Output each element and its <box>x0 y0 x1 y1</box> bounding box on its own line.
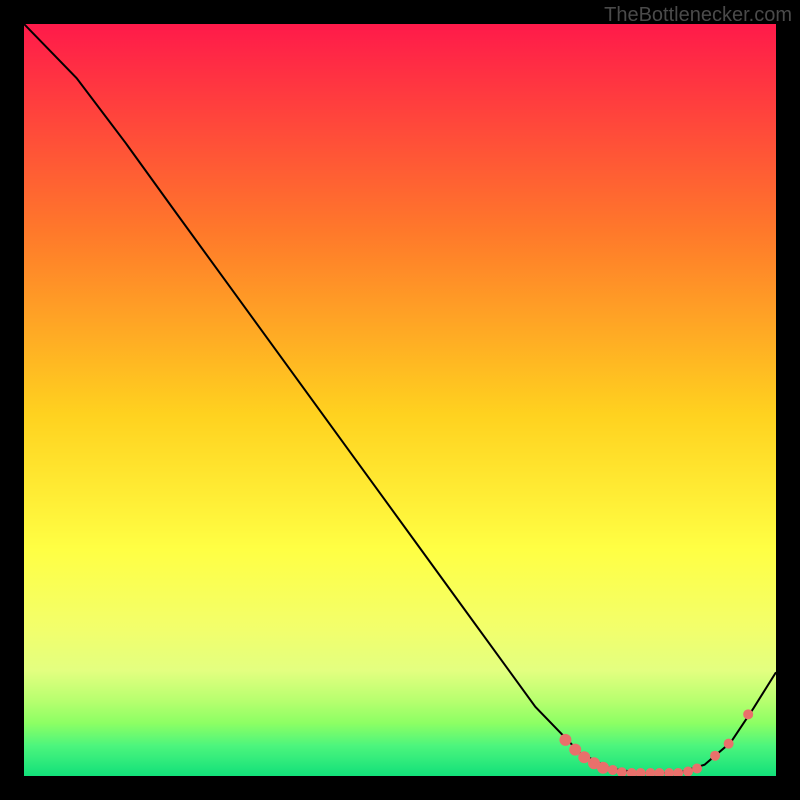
watermark-text: TheBottlenecker.com <box>604 4 792 27</box>
chart-container: TheBottlenecker.com <box>0 0 800 800</box>
gradient-background <box>24 24 776 776</box>
chart-svg <box>24 24 776 776</box>
marker-dot <box>743 709 753 719</box>
plot-area <box>24 24 776 776</box>
marker-dot <box>710 751 720 761</box>
marker-dot <box>559 734 571 746</box>
marker-dot <box>692 763 702 773</box>
marker-dot <box>597 762 609 774</box>
marker-dot <box>608 765 618 775</box>
marker-dot <box>724 739 734 749</box>
